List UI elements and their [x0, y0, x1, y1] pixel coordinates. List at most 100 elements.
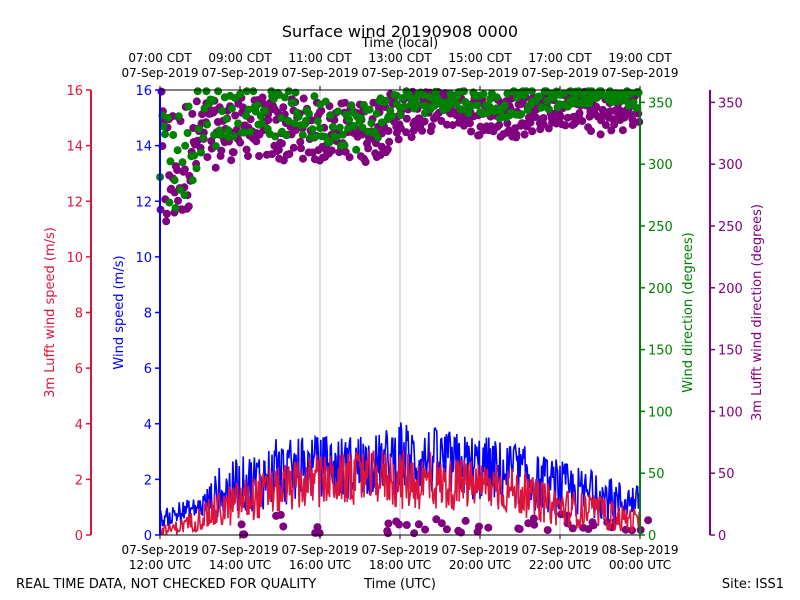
scatter-point	[261, 107, 270, 115]
scatter-point	[224, 126, 232, 135]
wind_speed-tick-label: 10	[135, 251, 152, 266]
scatter-point	[392, 91, 401, 100]
scatter-point	[197, 148, 205, 157]
scatter-point	[526, 118, 535, 127]
lufft_speed-tick-label: 16	[66, 84, 83, 99]
scatter-point	[589, 521, 598, 530]
scatter-point	[277, 139, 286, 148]
scatter-point	[367, 119, 376, 128]
scatter-point	[192, 164, 201, 173]
scatter-point	[173, 146, 182, 155]
lufft_speed-tick-label: 8	[75, 307, 83, 322]
scatter-point	[242, 87, 251, 96]
scatter-point	[162, 217, 171, 226]
scatter-point	[253, 101, 262, 110]
lufft_speed-tick-label: 12	[66, 195, 83, 210]
scatter-point	[321, 97, 330, 106]
scatter-point	[193, 87, 202, 96]
scatter-point	[538, 103, 547, 112]
scatter-point	[317, 106, 326, 115]
scatter-point	[271, 132, 280, 141]
lufft_dir-tick-label: 50	[718, 467, 735, 482]
scatter-point	[357, 114, 366, 123]
scatter-point	[461, 516, 470, 525]
scatter-point	[184, 102, 193, 111]
scatter-point	[473, 527, 482, 536]
scatter-point	[388, 111, 397, 120]
scatter-point	[385, 137, 394, 146]
scatter-point	[229, 132, 238, 140]
wind_dir-tick-label: 150	[648, 344, 673, 359]
scatter-point	[529, 514, 538, 523]
lufft_dir-tick-label: 150	[718, 344, 743, 359]
scatter-point	[285, 150, 294, 158]
scatter-point	[294, 112, 303, 121]
scatter-point	[539, 114, 548, 122]
scatter-point	[503, 89, 512, 98]
wind_dir-tick-label: 50	[648, 467, 665, 482]
wind_dir-tick-label: 200	[648, 282, 673, 297]
bottom-tick-date: 07-Sep-2019	[201, 543, 278, 557]
scatter-point	[421, 525, 430, 534]
scatter-point	[252, 137, 261, 146]
scatter-point	[297, 144, 305, 153]
scatter-point	[413, 100, 422, 109]
scatter-point	[587, 127, 595, 135]
quality-notice: REAL TIME DATA, NOT CHECKED FOR QUALITY	[16, 577, 316, 592]
bottom-tick-time: 18:00 UTC	[369, 558, 431, 572]
scatter-point	[236, 138, 245, 147]
wind_speed-tick-label: 12	[135, 195, 152, 210]
scatter-point	[231, 111, 240, 120]
scatter-point	[530, 520, 539, 529]
lufft_dir-tick-label: 300	[718, 158, 743, 173]
scatter-point	[169, 131, 178, 139]
scatter-point	[402, 128, 411, 137]
scatter-point	[203, 153, 212, 162]
scatter-point	[308, 125, 317, 134]
scatter-point	[394, 135, 403, 144]
scatter-point	[347, 101, 356, 110]
lufft_dir-tick-label: 200	[718, 282, 743, 297]
scatter-point	[467, 127, 476, 136]
bottom-tick-time: 20:00 UTC	[449, 558, 511, 572]
lufft_speed-tick-label: 4	[75, 418, 83, 433]
scatter-point	[384, 519, 393, 528]
lufft_dir-tick-label: 100	[718, 405, 743, 420]
scatter-point	[365, 105, 374, 114]
scatter-point	[173, 166, 182, 175]
scatter-point	[644, 516, 653, 525]
scatter-point	[592, 103, 601, 112]
scatter-point	[352, 145, 361, 154]
bottom-tick-date: 07-Sep-2019	[281, 543, 358, 557]
scatter-point	[528, 127, 537, 136]
scatter-point	[402, 521, 411, 529]
scatter-point	[211, 163, 220, 172]
scatter-point	[561, 121, 570, 130]
scatter-point	[277, 114, 286, 122]
scatter-point	[444, 101, 453, 110]
scatter-point	[492, 93, 501, 102]
scatter-point	[291, 88, 300, 97]
scatter-point	[464, 109, 473, 118]
scatter-point	[298, 130, 307, 139]
scatter-point	[313, 523, 322, 532]
scatter-point	[217, 130, 226, 139]
scatter-point	[345, 153, 354, 162]
scatter-point	[310, 92, 319, 101]
scatter-point	[410, 529, 419, 538]
scatter-point	[358, 130, 367, 139]
scatter-point	[465, 119, 474, 128]
scatter-point	[383, 527, 392, 535]
scatter-point	[601, 121, 610, 129]
scatter-point	[628, 121, 637, 129]
scatter-point	[279, 103, 288, 112]
top-tick-time: 07:00 CDT	[128, 51, 192, 65]
scatter-point	[217, 146, 226, 155]
scatter-point	[448, 121, 457, 130]
scatter-point	[305, 109, 313, 118]
scatter-point	[203, 120, 211, 129]
scatter-point	[400, 102, 409, 111]
wind_speed-tick-label: 16	[135, 84, 152, 99]
scatter-point	[544, 124, 553, 133]
scatter-point	[236, 90, 245, 99]
